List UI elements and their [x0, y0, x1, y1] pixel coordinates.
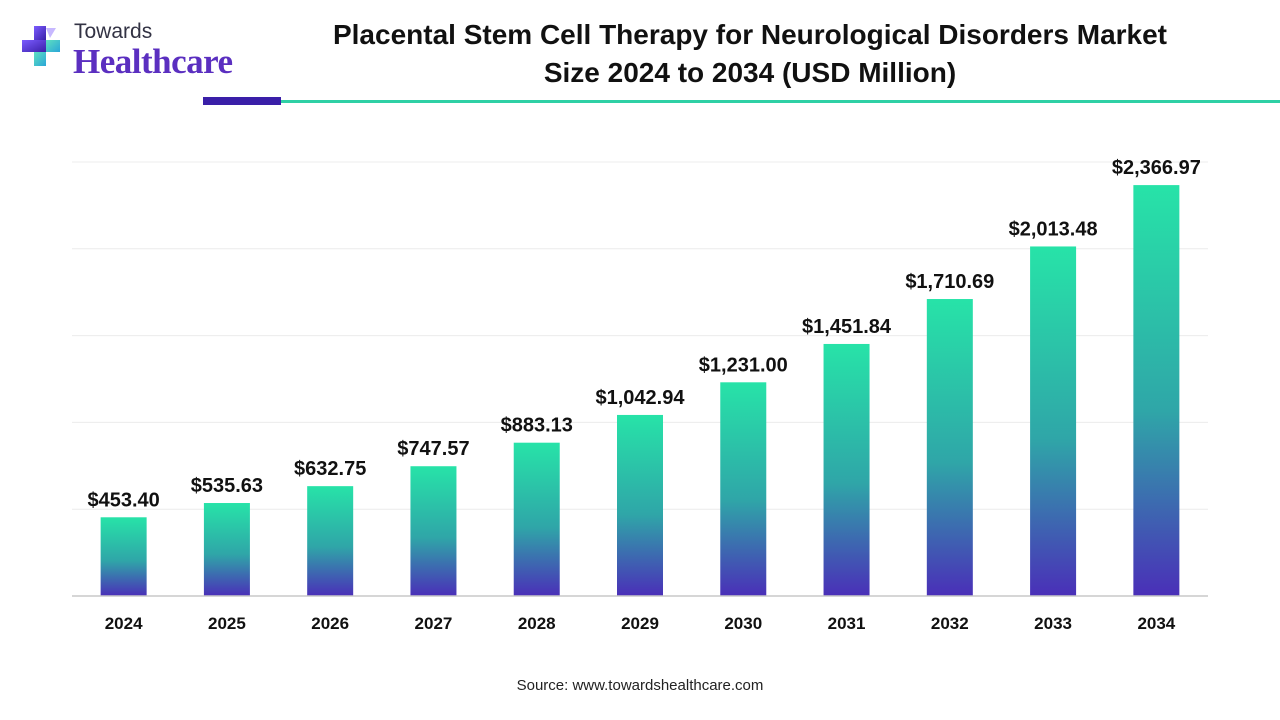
- x-tick-label-2031: 2031: [828, 614, 866, 633]
- chart-title-line-2: Size 2024 to 2034 (USD Million): [543, 57, 957, 88]
- bar-2032: [926, 299, 973, 596]
- value-label-2031: $1,451.84: [802, 316, 892, 338]
- bar-2030: [720, 382, 767, 596]
- bar-2031: [823, 343, 870, 596]
- medical-cross-icon: [22, 26, 60, 66]
- brand-logo: Towards Healthcare: [20, 18, 250, 88]
- source-note: Source: www.towardshealthcare.com: [516, 677, 764, 694]
- bar-2028: [513, 442, 560, 596]
- x-tick-label-2034: 2034: [1137, 614, 1175, 633]
- title-underline-dark: [203, 97, 281, 105]
- bars: [100, 185, 1180, 597]
- chart-title: Placental Stem Cell Therapy for Neurolog…: [290, 16, 1210, 92]
- x-tick-label-2030: 2030: [724, 614, 762, 633]
- value-label-2030: $1,231.00: [699, 354, 788, 376]
- x-tick-label-2028: 2028: [518, 614, 556, 633]
- logo-text-towards: Towards: [74, 20, 153, 43]
- value-label-2025: $535.63: [191, 475, 263, 497]
- value-labels: $453.40 $535.63 $632.75 $747.57 $883.13 $1,04…: [87, 157, 1200, 511]
- logo-text-healthcare: Healthcare: [73, 42, 233, 81]
- x-axis-labels: 2024 2025 2026 2027 2028 2029 2030 2031 2032 2033…: [105, 614, 1176, 633]
- value-label-2024: $453.40: [87, 489, 159, 511]
- bar-2026: [307, 486, 354, 596]
- x-tick-label-2026: 2026: [311, 614, 349, 633]
- x-tick-label-2033: 2033: [1034, 614, 1072, 633]
- bar-2024: [100, 517, 147, 596]
- value-label-2028: $883.13: [501, 415, 573, 437]
- value-label-2033: $2,013.48: [1009, 218, 1098, 240]
- value-label-2032: $1,710.69: [905, 271, 994, 293]
- x-tick-label-2027: 2027: [415, 614, 453, 633]
- bar-2029: [617, 414, 663, 596]
- chart-title-line-1: Placental Stem Cell Therapy for Neurolog…: [332, 19, 1168, 50]
- x-tick-label-2032: 2032: [931, 614, 969, 633]
- value-label-2027: $747.57: [397, 438, 469, 460]
- bar-2025: [203, 503, 250, 596]
- x-tick-label-2029: 2029: [621, 614, 659, 633]
- value-label-2029: $1,042.94: [596, 387, 686, 409]
- bar-2034: [1133, 185, 1180, 597]
- bar-2033: [1030, 246, 1077, 596]
- title-underline-teal: [281, 100, 1280, 103]
- value-label-2034: $2,366.97: [1112, 157, 1201, 179]
- x-tick-label-2025: 2025: [208, 614, 246, 633]
- x-tick-label-2024: 2024: [105, 614, 143, 633]
- value-label-2026: $632.75: [294, 458, 366, 480]
- bar-2027: [410, 466, 457, 596]
